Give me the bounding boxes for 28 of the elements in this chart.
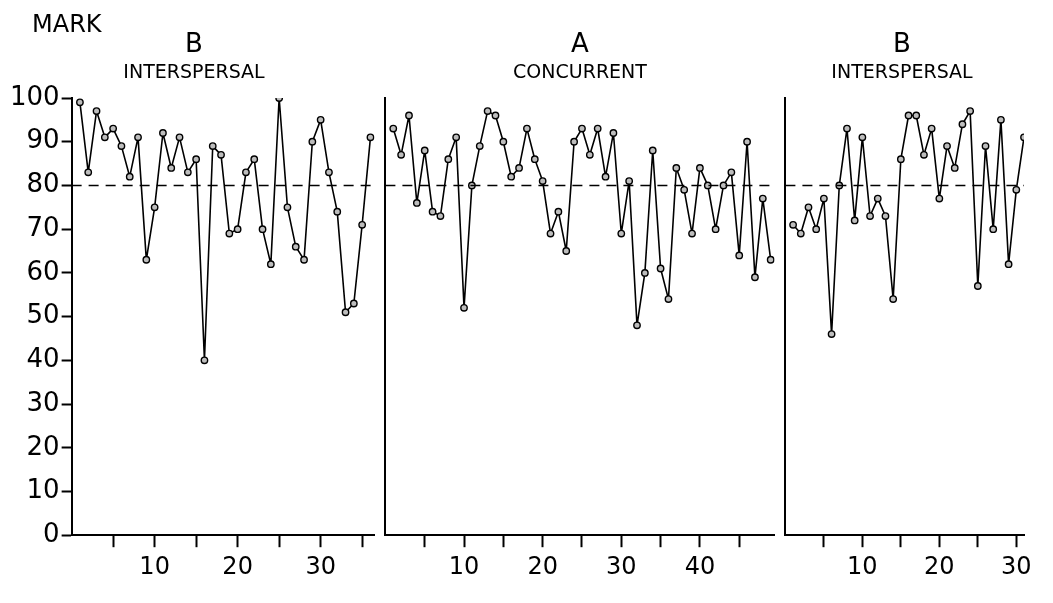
- x-tick-label: 20: [222, 551, 253, 580]
- y-tick-label: 80: [26, 168, 60, 199]
- x-tick-label: 10: [139, 551, 170, 580]
- chart-subtitle: INTERSPERSAL: [831, 59, 974, 82]
- y-axis-title: MARK: [32, 10, 103, 39]
- y-tick-label: 20: [26, 430, 60, 461]
- x-tick-label: 30: [305, 551, 336, 580]
- x-tick-label: 30: [606, 551, 637, 580]
- chart-subtitle: INTERSPERSAL: [123, 59, 266, 82]
- y-tick-label: 10: [26, 474, 60, 505]
- y-tick-label: 60: [26, 255, 60, 286]
- y-tick-label: 0: [43, 517, 60, 548]
- x-tick-label: 20: [924, 551, 955, 580]
- y-tick-label: 40: [26, 343, 60, 374]
- x-tick-label: 20: [527, 551, 558, 580]
- chart-title: B: [893, 28, 911, 59]
- x-tick-label: 40: [684, 551, 716, 580]
- y-tick-label: 90: [26, 124, 60, 155]
- y-tick-label: 70: [26, 211, 60, 242]
- y-tick-label: 100: [9, 80, 60, 111]
- y-tick-label: 50: [26, 299, 60, 330]
- x-tick-label: 10: [448, 551, 480, 580]
- y-tick-label: 30: [26, 386, 60, 417]
- x-tick-label: 30: [1001, 551, 1032, 580]
- chart-subtitle: CONCURRENT: [513, 59, 648, 82]
- chart-title: B: [185, 28, 203, 59]
- chart-title: A: [571, 28, 590, 59]
- x-tick-label: 10: [847, 551, 878, 580]
